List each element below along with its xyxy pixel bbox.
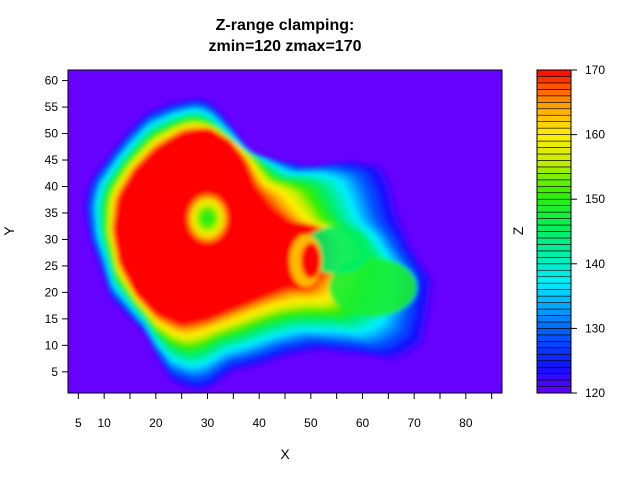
color-key-bin-45 — [536, 95, 572, 103]
color-key-bin-48 — [536, 76, 572, 84]
y-tick-label-15: 15 — [45, 312, 59, 326]
shoulder-0 — [328, 257, 417, 318]
x-tick-label-30: 30 — [201, 416, 215, 430]
color-key-bin-5 — [536, 353, 572, 361]
color-key-bin-49 — [536, 69, 572, 77]
color-key-bin-10 — [536, 321, 572, 329]
z-tick-label-170: 170 — [585, 63, 605, 77]
y-tick-label-5: 5 — [51, 365, 58, 379]
color-key-bin-4 — [536, 360, 572, 368]
x-tick-label-40: 40 — [252, 416, 266, 430]
color-key-bin-37 — [536, 147, 572, 155]
color-key-bin-17 — [536, 276, 572, 284]
x-axis: 5 10 20 30 40 50 60 70 80 — [75, 393, 493, 430]
color-key-bin-47 — [536, 82, 572, 90]
color-key-bin-11 — [536, 315, 572, 323]
color-key-bin-43 — [536, 108, 572, 116]
y-tick-label-20: 20 — [45, 285, 59, 299]
x-tick-label-60: 60 — [356, 416, 370, 430]
color-key-bin-19 — [536, 263, 572, 271]
color-key-bin-6 — [536, 347, 572, 355]
color-key-bin-14 — [536, 295, 572, 303]
color-key-bin-46 — [536, 89, 572, 97]
z-tick-label-130: 130 — [585, 321, 605, 335]
color-key-bin-18 — [536, 269, 572, 278]
z-tick-label-160: 160 — [585, 128, 605, 142]
color-key-bin-16 — [536, 282, 572, 290]
contour-bands — [83, 97, 435, 392]
color-key-bin-12 — [536, 308, 572, 316]
z-tick-label-150: 150 — [585, 192, 605, 206]
x-axis-label: X — [280, 446, 290, 462]
color-key-bin-35 — [536, 160, 572, 168]
z-tick-label-140: 140 — [585, 257, 605, 271]
color-key-bin-33 — [536, 173, 572, 181]
color-key-bin-3 — [536, 366, 572, 374]
color-key-bin-42 — [536, 114, 572, 122]
plateau-lobe — [300, 242, 321, 279]
color-key-bin-40 — [536, 127, 572, 135]
y-tick-label-50: 50 — [45, 127, 59, 141]
y-tick-label-10: 10 — [45, 338, 59, 352]
x-tick-label-80: 80 — [459, 416, 473, 430]
color-key-bin-2 — [536, 373, 572, 381]
color-key-bin-27 — [536, 211, 572, 219]
color-key-bin-38 — [536, 140, 572, 148]
y-tick-label-60: 60 — [45, 74, 59, 88]
color-key: 120 130 140 150 160 170 — [536, 63, 605, 400]
color-key-bin-1 — [536, 379, 572, 387]
color-key-bin-7 — [536, 341, 572, 349]
color-key-bin-24 — [536, 231, 572, 239]
color-key-bin-9 — [536, 328, 572, 336]
chart-title-line-1: Z-range clamping: — [216, 17, 355, 34]
y-axis: 5 10 15 20 25 30 35 40 45 50 55 60 — [45, 74, 68, 379]
dip-ring-6 — [202, 211, 213, 225]
color-key-bin-44 — [536, 102, 572, 110]
z-tick-label-120: 120 — [585, 386, 605, 400]
color-key-bin-23 — [536, 237, 572, 245]
y-tick-label-40: 40 — [45, 179, 59, 193]
color-key-bin-39 — [536, 134, 572, 142]
color-key-bin-26 — [536, 218, 572, 226]
color-key-bin-34 — [536, 166, 572, 174]
x-tick-label-70: 70 — [407, 416, 421, 430]
x-tick-label-5: 5 — [75, 416, 82, 430]
x-tick-label-20: 20 — [149, 416, 163, 430]
x-tick-label-50: 50 — [304, 416, 318, 430]
color-key-bin-36 — [536, 153, 572, 161]
color-key-bin-32 — [536, 179, 572, 187]
color-key-bin-28 — [536, 205, 572, 213]
color-key-bin-20 — [536, 257, 572, 265]
z-axis-label: Z — [510, 226, 526, 235]
color-key-bin-41 — [536, 121, 572, 129]
color-key-bin-8 — [536, 334, 572, 342]
y-tick-label-35: 35 — [45, 206, 59, 220]
plot-area — [67, 69, 503, 394]
y-tick-label-55: 55 — [45, 100, 59, 114]
chart-title-line-2: zmin=120 zmax=170 — [209, 38, 362, 55]
color-key-bin-22 — [536, 244, 572, 252]
y-tick-label-30: 30 — [45, 232, 59, 246]
color-key-bin-15 — [536, 289, 572, 297]
color-key-frame — [536, 69, 572, 394]
y-axis-label: Y — [1, 226, 17, 236]
color-key-bin-25 — [536, 224, 572, 232]
color-key-bin-21 — [536, 250, 572, 258]
y-tick-label-45: 45 — [45, 153, 59, 167]
y-tick-label-25: 25 — [45, 259, 59, 273]
color-key-bin-31 — [536, 185, 572, 194]
color-key-bin-29 — [536, 198, 572, 206]
color-key-bin-13 — [536, 302, 572, 310]
x-tick-label-10: 10 — [97, 416, 111, 430]
color-key-bin-0 — [536, 386, 572, 394]
color-key-bin-30 — [536, 192, 572, 200]
